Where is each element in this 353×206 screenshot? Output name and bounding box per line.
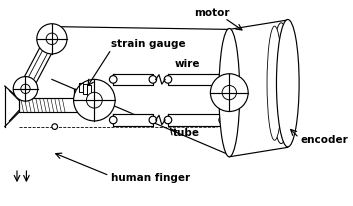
Circle shape <box>21 84 30 94</box>
Polygon shape <box>19 98 108 112</box>
Circle shape <box>219 116 227 124</box>
Circle shape <box>219 76 227 83</box>
Polygon shape <box>83 84 87 94</box>
Circle shape <box>37 24 67 54</box>
Circle shape <box>109 76 117 83</box>
Ellipse shape <box>272 23 291 144</box>
Circle shape <box>73 79 115 121</box>
Polygon shape <box>73 89 108 98</box>
Ellipse shape <box>219 28 240 157</box>
Text: wire: wire <box>175 59 200 69</box>
Circle shape <box>164 76 172 83</box>
Circle shape <box>164 116 172 124</box>
Text: encoder: encoder <box>300 135 348 145</box>
Circle shape <box>210 74 248 111</box>
Circle shape <box>222 85 237 100</box>
Polygon shape <box>20 36 58 92</box>
Circle shape <box>13 77 38 101</box>
Polygon shape <box>79 83 83 92</box>
Polygon shape <box>229 20 288 157</box>
Polygon shape <box>87 85 91 95</box>
Circle shape <box>109 116 117 124</box>
Polygon shape <box>113 114 153 126</box>
Circle shape <box>46 33 58 44</box>
Ellipse shape <box>276 20 299 147</box>
Text: strain gauge: strain gauge <box>111 39 186 49</box>
Text: human finger: human finger <box>111 173 191 184</box>
Ellipse shape <box>267 26 282 140</box>
Polygon shape <box>113 74 153 85</box>
Polygon shape <box>168 114 223 126</box>
Text: motor: motor <box>195 8 230 18</box>
Polygon shape <box>168 74 223 85</box>
Circle shape <box>149 116 157 124</box>
Text: tube: tube <box>173 128 200 138</box>
Circle shape <box>52 124 58 129</box>
Circle shape <box>149 76 157 83</box>
Circle shape <box>86 92 102 108</box>
